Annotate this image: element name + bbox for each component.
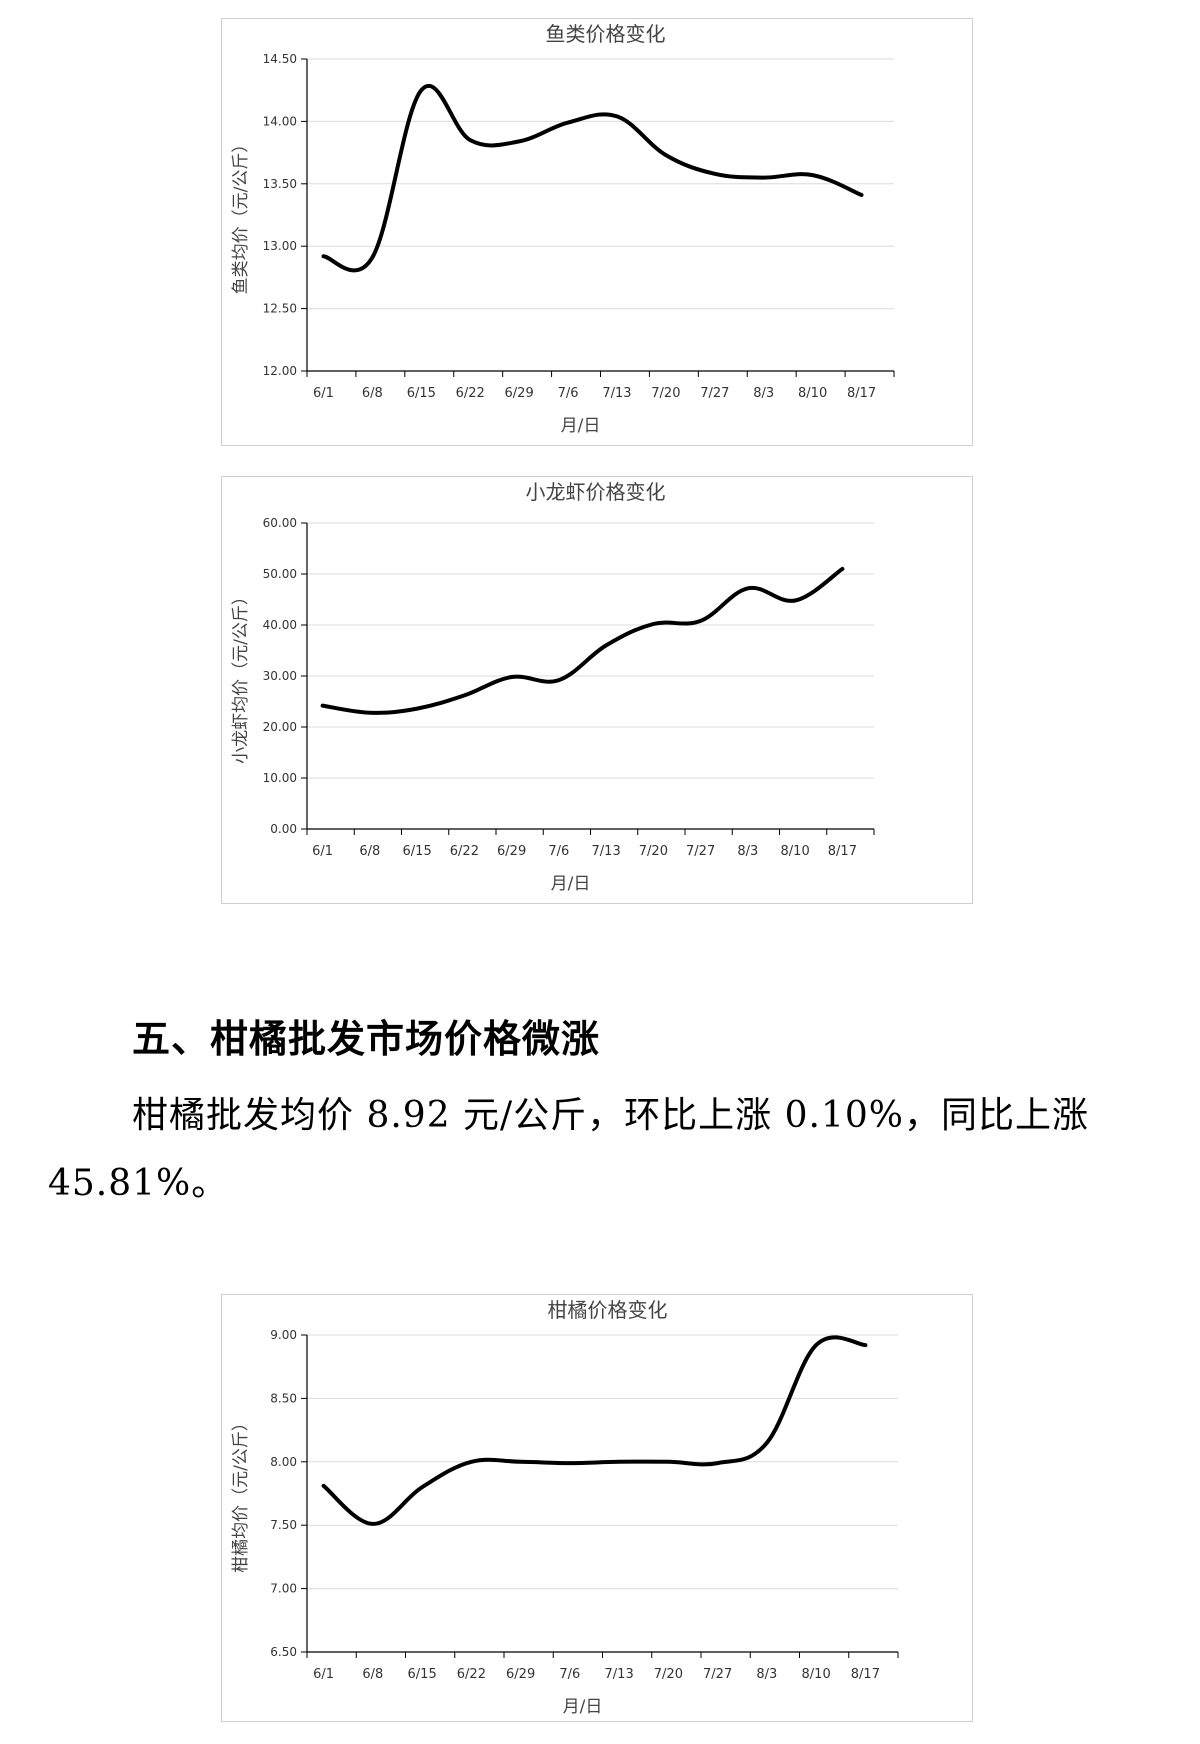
x-tick-label: 7/13 [605,1667,634,1682]
chart-title: 柑橘价格变化 [548,1298,668,1322]
x-tick-label: 7/20 [651,386,680,401]
y-tick-label: 10.00 [263,771,297,785]
x-tick-label: 6/22 [450,844,479,859]
chart-title: 鱼类价格变化 [546,22,666,46]
y-tick-label: 8.00 [270,1455,297,1469]
x-axis-label: 月/日 [551,874,591,894]
x-axis-label: 月/日 [563,1697,603,1717]
section-heading: 五、柑橘批发市场价格微涨 [132,1016,601,1061]
citrus-price-chart: 柑橘价格变化 6.50 7.00 7.50 8.00 8.50 9.00 6/1 6/8 6/15… [221,1294,973,1722]
x-tick-label: 6/1 [313,386,334,401]
series-line [321,84,864,273]
section-paragraph: 柑橘批发均价 8.92 元/公斤，环比上涨 0.10%，同比上涨 45.81%。 [48,1082,1158,1218]
y-tick-label: 50.00 [263,567,297,581]
x-tick-label: 8/17 [828,844,857,859]
x-tick-label: 6/29 [497,844,526,859]
y-tick-label: 20.00 [263,720,297,734]
y-tick-label: 60.00 [263,516,297,530]
x-tick-label: 6/8 [362,1667,383,1682]
y-tick-label: 13.50 [263,177,297,191]
y-tick-label: 0.00 [270,822,297,836]
y-tick-label: 9.00 [270,1328,297,1342]
x-tick-label: 7/20 [654,1667,683,1682]
x-tick-label: 6/22 [457,1667,486,1682]
x-tick-label: 8/10 [781,844,810,859]
y-tick-label: 12.00 [263,364,297,378]
x-tick-label: 7/6 [558,386,579,401]
y-tick-label: 13.00 [263,239,297,253]
x-tick-label: 8/17 [851,1667,880,1682]
x-tick-label: 6/29 [506,1667,535,1682]
series-line [321,1335,868,1526]
fish-price-chart: 鱼类价格变化 12.00 12.50 13.00 13.50 14.00 14.50 6/1 6… [221,18,973,446]
x-tick-label: 7/27 [700,386,729,401]
y-tick-label: 6.50 [270,1645,297,1659]
x-tick-label: 8/10 [798,386,827,401]
y-tick-label: 8.50 [270,1391,297,1405]
citrus-price-chart-svg: 柑橘价格变化 6.50 7.00 7.50 8.00 8.50 9.00 6/1 6/8 6/15… [231,1298,899,1717]
x-tick-label: 7/13 [592,844,621,859]
paragraph-text: 柑橘批发均价 8.92 元/公斤，环比上涨 0.10%，同比上涨 45.81%。 [48,1095,1089,1204]
y-tick-label: 12.50 [263,302,297,316]
crayfish-price-chart-svg: 小龙虾价格变化 0.00 10.00 20.00 30.00 40.00 50.00 60.0… [231,480,875,894]
y-axis-label: 鱼类均价（元/公斤） [231,136,251,295]
y-tick-label: 7.00 [270,1582,297,1596]
x-tick-label: 7/20 [639,844,668,859]
y-tick-label: 40.00 [263,618,297,632]
x-tick-label: 8/10 [802,1667,831,1682]
x-tick-label: 6/22 [456,386,485,401]
y-axis-label: 柑橘均价（元/公斤） [231,1414,251,1573]
x-tick-label: 6/1 [312,844,333,859]
x-tick-label: 6/15 [403,844,432,859]
x-tick-label: 6/1 [313,1667,334,1682]
x-tick-label: 6/8 [362,386,383,401]
crayfish-price-chart: 小龙虾价格变化 0.00 10.00 20.00 30.00 40.00 50.00 60.0… [221,476,973,904]
y-tick-label: 30.00 [263,669,297,683]
x-tick-label: 7/27 [703,1667,732,1682]
x-tick-label: 6/8 [359,844,380,859]
x-tick-label: 7/13 [602,386,631,401]
x-tick-label: 8/17 [847,386,876,401]
x-tick-label: 7/27 [686,844,715,859]
x-tick-label: 8/3 [756,1667,777,1682]
x-tick-label: 6/15 [407,386,436,401]
x-tick-label: 6/15 [408,1667,437,1682]
y-tick-label: 7.50 [270,1518,297,1532]
x-tick-label: 7/6 [548,844,569,859]
x-tick-label: 6/29 [505,386,534,401]
x-axis-label: 月/日 [561,416,601,436]
y-axis-label: 小龙虾均价（元/公斤） [231,588,251,764]
y-tick-label: 14.00 [263,114,297,128]
chart-title: 小龙虾价格变化 [526,480,666,504]
series-line [320,566,845,715]
x-tick-label: 8/3 [753,386,774,401]
y-tick-label: 14.50 [263,52,297,66]
fish-price-chart-svg: 鱼类价格变化 12.00 12.50 13.00 13.50 14.00 14.50 6/1 6… [231,22,895,436]
x-tick-label: 7/6 [559,1667,580,1682]
x-tick-label: 8/3 [737,844,758,859]
